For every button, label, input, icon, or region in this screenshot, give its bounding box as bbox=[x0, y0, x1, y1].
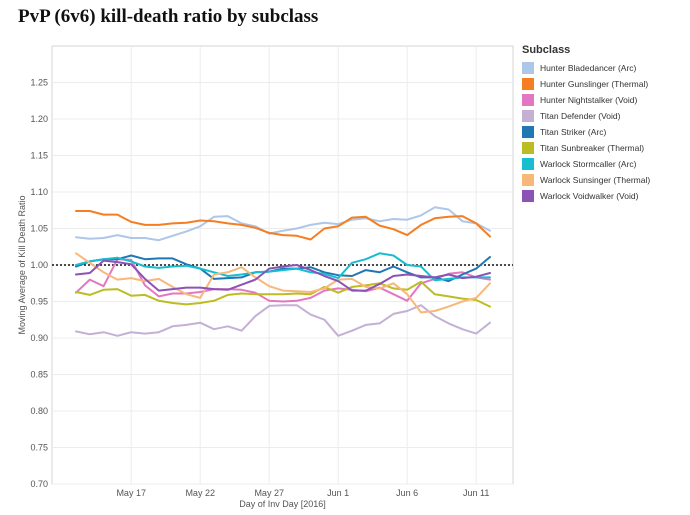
legend-swatch bbox=[522, 174, 534, 186]
legend-swatch bbox=[522, 190, 534, 202]
legend-swatch bbox=[522, 62, 534, 74]
y-axis-label: Moving Average of Kill Death Ratio bbox=[17, 196, 27, 335]
chart-title: PvP (6v6) kill-death ratio by subclass bbox=[18, 6, 319, 27]
legend[interactable]: Subclass Hunter Bladedancer (Arc) Hunter … bbox=[522, 44, 687, 204]
legend-item[interactable]: Warlock Stormcaller (Arc) bbox=[522, 156, 687, 172]
y-tick-label: 0.75 bbox=[30, 443, 48, 453]
y-tick-label: 0.80 bbox=[30, 406, 48, 416]
legend-item[interactable]: Hunter Bladedancer (Arc) bbox=[522, 60, 687, 76]
legend-label: Warlock Voidwalker (Void) bbox=[540, 191, 639, 201]
y-tick-label: 0.85 bbox=[30, 370, 48, 380]
y-tick-label: 1.15 bbox=[30, 151, 48, 161]
x-tick-label: May 17 bbox=[116, 488, 146, 498]
legend-swatch bbox=[522, 126, 534, 138]
legend-item[interactable]: Warlock Voidwalker (Void) bbox=[522, 188, 687, 204]
legend-item[interactable]: Titan Defender (Void) bbox=[522, 108, 687, 124]
x-tick-label: Jun 6 bbox=[396, 488, 418, 498]
y-tick-label: 0.95 bbox=[30, 297, 48, 307]
y-tick-label: 1.10 bbox=[30, 187, 48, 197]
legend-item[interactable]: Titan Sunbreaker (Thermal) bbox=[522, 140, 687, 156]
y-tick-label: 1.20 bbox=[30, 114, 48, 124]
legend-title: Subclass bbox=[522, 44, 571, 56]
legend-swatch bbox=[522, 94, 534, 106]
x-axis-label: Day of Inv Day [2016] bbox=[239, 499, 326, 509]
series-line-6 bbox=[75, 252, 491, 282]
legend-label: Hunter Nightstalker (Void) bbox=[540, 95, 638, 105]
x-tick-label: Jun 1 bbox=[327, 488, 349, 498]
legend-items: Hunter Bladedancer (Arc) Hunter Gunslinge… bbox=[522, 60, 687, 204]
legend-item[interactable]: Hunter Gunslinger (Thermal) bbox=[522, 76, 687, 92]
legend-item[interactable]: Titan Striker (Arc) bbox=[522, 124, 687, 140]
legend-swatch bbox=[522, 110, 534, 122]
series-line-3 bbox=[75, 304, 491, 337]
y-tick-label: 0.70 bbox=[30, 479, 48, 489]
legend-label: Titan Striker (Arc) bbox=[540, 127, 607, 137]
legend-item[interactable]: Hunter Nightstalker (Void) bbox=[522, 92, 687, 108]
legend-swatch bbox=[522, 142, 534, 154]
legend-label: Titan Defender (Void) bbox=[540, 111, 621, 121]
series-line-4 bbox=[75, 254, 491, 283]
x-tick-label: May 27 bbox=[254, 488, 284, 498]
legend-label: Hunter Gunslinger (Thermal) bbox=[540, 79, 649, 89]
y-tick-label: 1.25 bbox=[30, 78, 48, 88]
legend-item[interactable]: Warlock Sunsinger (Thermal) bbox=[522, 172, 687, 188]
legend-label: Warlock Stormcaller (Arc) bbox=[540, 159, 637, 169]
legend-swatch bbox=[522, 158, 534, 170]
legend-swatch bbox=[522, 78, 534, 90]
series-line-1 bbox=[75, 210, 491, 241]
y-tick-label: 0.90 bbox=[30, 333, 48, 343]
series-line-8 bbox=[75, 259, 491, 292]
y-tick-label: 1.05 bbox=[30, 224, 48, 234]
series-line-7 bbox=[75, 252, 491, 314]
legend-label: Warlock Sunsinger (Thermal) bbox=[540, 175, 651, 185]
x-tick-label: May 22 bbox=[185, 488, 215, 498]
x-tick-label: Jun 11 bbox=[463, 488, 489, 498]
series-line-5 bbox=[75, 280, 491, 308]
legend-label: Titan Sunbreaker (Thermal) bbox=[540, 143, 645, 153]
series-line-0 bbox=[75, 206, 491, 242]
series-line-2 bbox=[75, 258, 491, 303]
y-tick-label: 1.00 bbox=[30, 260, 48, 270]
legend-label: Hunter Bladedancer (Arc) bbox=[540, 63, 637, 73]
